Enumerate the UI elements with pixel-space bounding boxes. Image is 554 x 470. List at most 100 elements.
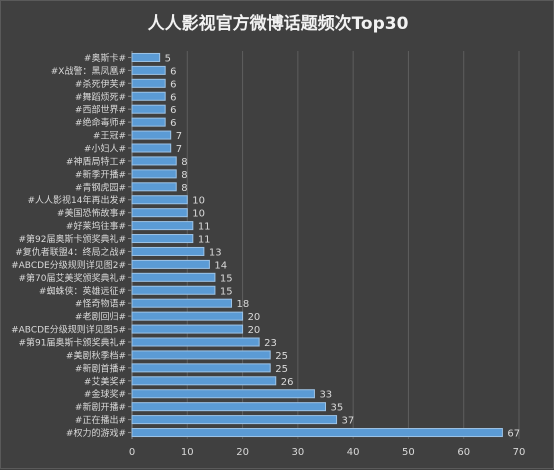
data-label: 6 <box>170 66 176 77</box>
bar <box>131 91 166 101</box>
data-label: 26 <box>281 377 294 388</box>
data-label: 13 <box>209 247 222 258</box>
bar <box>131 415 338 425</box>
category-label: #第91届奥斯卡颁奖典礼# <box>18 337 126 349</box>
x-tick-label: 40 <box>347 447 360 458</box>
category-label: #王冠# <box>93 131 126 142</box>
category-label: #复仇者联盟4：终局之战# <box>15 246 126 258</box>
bar <box>131 337 260 347</box>
data-label: 37 <box>342 416 355 427</box>
bar <box>131 208 188 218</box>
x-tick-label: 0 <box>129 447 135 458</box>
category-label: #奥斯卡# <box>84 52 126 64</box>
category-label: #神盾局特工# <box>66 155 126 167</box>
chart-title: 人人影视官方微博话题频次Top30 <box>147 14 409 34</box>
bar <box>131 311 244 321</box>
x-tick-label: 70 <box>513 447 526 458</box>
category-label: #好莱坞往事# <box>66 220 126 232</box>
data-label: 7 <box>176 144 182 155</box>
data-label: 25 <box>275 364 288 375</box>
bar <box>131 234 194 244</box>
category-label: #舞蹈烦死# <box>75 91 126 103</box>
data-label: 8 <box>181 183 187 194</box>
category-label: #人人影视14年再出发# <box>27 194 126 206</box>
category-label: #X战警：黑凤凰# <box>51 65 126 77</box>
data-label: 15 <box>220 273 233 284</box>
category-label: #新剧首播# <box>75 362 126 374</box>
data-label: 25 <box>275 351 288 362</box>
category-label: #小妇人# <box>84 143 126 155</box>
bar <box>131 324 244 334</box>
category-label: #权力的游戏# <box>66 427 126 439</box>
bar <box>131 402 326 412</box>
category-label: #第92届奥斯卡颁奖典礼# <box>18 233 126 245</box>
bar <box>131 52 161 62</box>
data-label: 20 <box>248 325 261 336</box>
data-label: 20 <box>248 312 261 323</box>
data-label: 7 <box>176 131 182 142</box>
bar <box>131 221 194 231</box>
bar <box>131 298 233 308</box>
bar <box>131 350 271 360</box>
bar <box>131 285 216 295</box>
data-label: 8 <box>181 157 187 168</box>
bar <box>131 376 277 386</box>
category-label: #第70届艾美奖颁奖典礼# <box>18 272 126 284</box>
bar <box>131 363 271 373</box>
data-label: 6 <box>170 79 176 90</box>
data-label: 35 <box>331 403 344 414</box>
category-label: #蜘蛛侠：英雄远征# <box>39 285 126 297</box>
x-tick-label: 10 <box>181 447 194 458</box>
data-label: 23 <box>264 338 277 349</box>
bar <box>131 130 172 140</box>
data-label: 6 <box>170 105 176 116</box>
bar <box>131 104 166 114</box>
data-label: 11 <box>198 235 211 246</box>
bar <box>131 117 166 127</box>
data-label: 11 <box>198 222 211 233</box>
data-label: 33 <box>319 390 332 401</box>
bar <box>131 156 177 166</box>
category-label: #老剧回归# <box>75 311 126 323</box>
bar <box>131 78 166 88</box>
bar <box>131 428 503 438</box>
data-label: 6 <box>170 92 176 103</box>
bar <box>131 65 166 75</box>
category-label: #ABCDE分级规则详见图5# <box>11 324 126 336</box>
data-label: 67 <box>507 429 520 440</box>
data-label: 10 <box>192 209 205 220</box>
data-label: 5 <box>165 53 171 64</box>
bar <box>131 246 205 256</box>
bar <box>131 143 172 153</box>
category-label: #青钢虎园# <box>75 181 126 193</box>
x-tick-label: 20 <box>236 447 249 458</box>
category-label: #怪奇物语# <box>75 298 126 310</box>
bar <box>131 259 210 269</box>
data-label: 14 <box>214 260 227 271</box>
category-label: #正在播出# <box>75 414 126 426</box>
data-label: 6 <box>170 118 176 129</box>
category-label: #西部世界# <box>75 104 126 116</box>
bar <box>131 272 216 282</box>
bar <box>131 182 177 192</box>
bar <box>131 169 177 179</box>
x-tick-label: 30 <box>291 447 304 458</box>
category-label: #新季开播# <box>75 168 126 180</box>
category-label: #美剧秋季档# <box>66 349 126 361</box>
data-label: 18 <box>237 299 250 310</box>
category-label: #美国恐怖故事# <box>57 207 126 219</box>
category-label: #艾美奖# <box>84 375 126 387</box>
category-label: #绝命毒师# <box>75 117 126 129</box>
category-label: #金球奖# <box>84 388 126 400</box>
data-label: 8 <box>181 170 187 181</box>
bar <box>131 195 188 205</box>
x-tick-label: 60 <box>457 447 470 458</box>
category-label: #ABCDE分级规则详见图2# <box>11 259 126 271</box>
x-tick-label: 50 <box>402 447 415 458</box>
category-label: #杀死伊芙# <box>75 78 126 90</box>
bar <box>131 389 315 399</box>
category-label: #新剧开播# <box>75 401 126 413</box>
data-label: 10 <box>192 196 205 207</box>
